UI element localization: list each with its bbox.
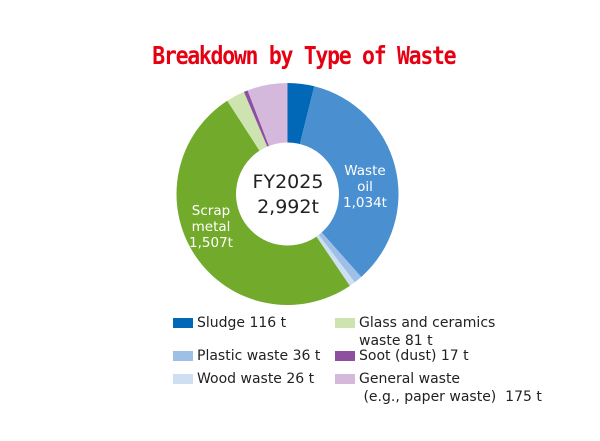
legend-swatch: [173, 351, 193, 361]
label-scrap-metal-value: 1,507t: [189, 235, 233, 251]
label-waste-oil-line2: oil: [357, 179, 373, 195]
donut-slice-waste-oil: [287, 86, 399, 277]
legend-label: General waste: [359, 371, 461, 387]
label-scrap-metal-line2: metal: [191, 219, 231, 235]
legend-swatch: [173, 318, 193, 328]
legend-label-2: waste 81 t: [359, 333, 433, 349]
donut-hole: [236, 142, 339, 246]
legend-swatch: [173, 374, 193, 384]
legend-label-2: (e.g., paper waste) 175 t: [359, 389, 542, 405]
label-waste-oil-line1: Waste: [344, 163, 386, 179]
label-waste-oil-value: 1,034t: [343, 195, 387, 211]
legend-swatch: [335, 351, 355, 361]
legend-label: Plastic waste 36 t: [197, 348, 321, 364]
chart-title: Breakdown by Type of Waste: [152, 41, 456, 70]
center-total: 2,992t: [257, 196, 319, 218]
legend-label: Sludge 116 t: [197, 315, 287, 331]
label-waste-oil: Waste oil 1,034t: [340, 163, 390, 211]
legend-label: Glass and ceramics: [359, 315, 496, 331]
legend-swatch: [335, 374, 355, 384]
legend-swatch: [335, 318, 355, 328]
legend-label: Soot (dust) 17 t: [359, 348, 469, 364]
center-year: FY2025: [252, 171, 324, 193]
label-scrap-metal-line1: Scrap: [191, 203, 231, 219]
label-scrap-metal: Scrap metal 1,507t: [186, 203, 236, 251]
legend-label: Wood waste 26 t: [197, 371, 315, 387]
